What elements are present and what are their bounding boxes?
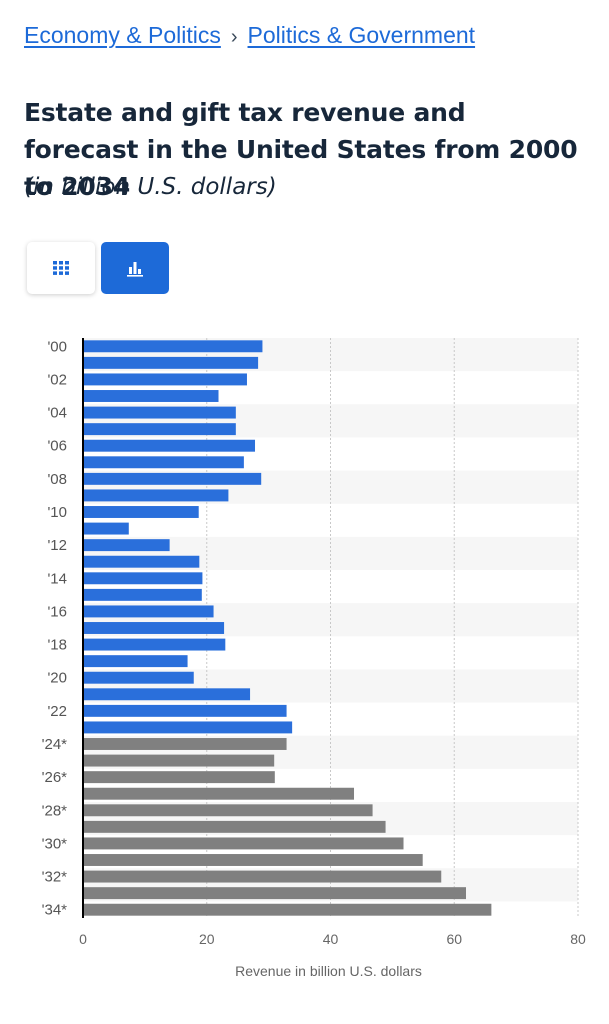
page-title: Estate and gift tax revenue and forecast… xyxy=(24,98,578,201)
bar-chart-icon xyxy=(127,262,143,277)
bar xyxy=(83,356,259,369)
x-tick-label: 40 xyxy=(323,931,339,947)
bar xyxy=(83,820,386,833)
y-tick-label: '14 xyxy=(47,570,67,587)
bar xyxy=(83,688,251,701)
chart-view-button[interactable] xyxy=(101,242,169,294)
table-grid-icon xyxy=(53,261,69,275)
y-tick-label: '28* xyxy=(42,802,68,819)
y-tick-label: '08 xyxy=(47,471,67,488)
y-tick-label: '18 xyxy=(47,637,67,654)
bar xyxy=(83,704,287,717)
bar xyxy=(83,555,200,568)
bar xyxy=(83,340,263,353)
bar xyxy=(83,655,188,668)
y-tick-label: '10 xyxy=(47,504,67,521)
bar xyxy=(83,887,467,900)
bar xyxy=(83,439,256,452)
y-tick-label: '16 xyxy=(47,603,67,620)
y-tick-label: '06 xyxy=(47,438,67,455)
bar xyxy=(83,622,225,634)
bar xyxy=(83,903,492,916)
bar xyxy=(83,588,202,601)
y-tick-label: '02 xyxy=(47,371,67,388)
page-subtitle: (in billion U.S. dollars) xyxy=(24,174,277,200)
bar xyxy=(83,373,247,386)
bar xyxy=(83,721,293,734)
breadcrumb-link-economy-politics[interactable]: Economy & Politics xyxy=(24,22,221,48)
bar xyxy=(83,754,275,767)
x-tick-label: 80 xyxy=(570,931,586,947)
bar-chart: '00 '02 '04 '06 '08 '10 '12 '14 '16 '18 '20 '22 '24*… xyxy=(42,338,586,979)
bar xyxy=(83,771,275,784)
bar xyxy=(83,605,214,618)
bar xyxy=(83,738,287,750)
bar xyxy=(83,804,373,817)
y-tick-label: '32* xyxy=(42,869,68,886)
bar xyxy=(83,572,203,585)
y-tick-label: '04 xyxy=(47,405,67,422)
bar xyxy=(83,390,219,402)
bar xyxy=(83,456,244,469)
y-tick-label: '12 xyxy=(47,537,67,554)
bar xyxy=(83,671,194,684)
breadcrumb-link-politics-government[interactable]: Politics & Government xyxy=(247,22,476,48)
y-tick-label: '00 xyxy=(47,338,67,355)
x-tick-label: 20 xyxy=(199,931,215,947)
chevron-right-icon: › xyxy=(230,26,238,48)
y-tick-label: '24* xyxy=(42,736,68,753)
breadcrumb: Economy & Politics › Politics & Government xyxy=(24,22,475,49)
y-tick-label: '22 xyxy=(47,703,67,720)
x-tick-label: 0 xyxy=(79,931,87,947)
bar xyxy=(83,522,129,535)
y-tick-label: '26* xyxy=(42,769,68,786)
bar xyxy=(83,406,236,419)
bar xyxy=(83,539,170,552)
bar xyxy=(83,787,355,800)
bar xyxy=(83,837,404,850)
bar xyxy=(83,489,229,502)
bar xyxy=(83,870,442,883)
bar xyxy=(83,506,199,518)
y-tick-label: '34* xyxy=(42,902,68,919)
x-axis-label: Revenue in billion U.S. dollars xyxy=(235,963,422,979)
bar xyxy=(83,638,226,651)
y-tick-label: '20 xyxy=(47,670,67,687)
table-view-button[interactable] xyxy=(27,242,95,294)
bar xyxy=(83,472,262,485)
x-tick-label: 60 xyxy=(446,931,462,947)
bar xyxy=(83,423,236,436)
y-tick-label: '30* xyxy=(42,835,68,852)
bar xyxy=(83,854,423,866)
